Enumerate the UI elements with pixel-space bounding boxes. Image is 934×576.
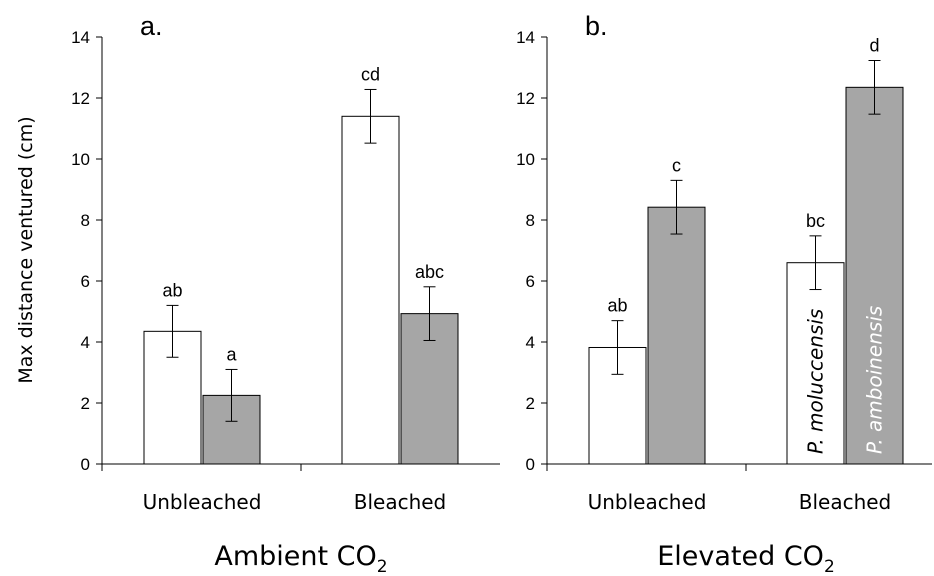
category-label: Unbleached <box>143 490 262 514</box>
category-label: Unbleached <box>588 490 707 514</box>
significance-label: abc <box>415 262 444 282</box>
significance-label: ab <box>607 296 627 316</box>
category-label: Bleached <box>799 490 892 514</box>
y-tick-label: 0 <box>526 455 535 474</box>
y-tick-label: 2 <box>526 394 535 413</box>
series-label: P. amboinensis <box>863 306 887 454</box>
significance-label: d <box>869 35 879 55</box>
significance-label: bc <box>806 211 825 231</box>
group-label: Elevated CO2 <box>657 541 835 576</box>
bar <box>341 115 400 465</box>
y-tick-label: 14 <box>71 28 90 47</box>
y-axis-label: Max distance ventured (cm) <box>15 116 37 383</box>
group-label: Ambient CO2 <box>214 541 387 576</box>
y-tick-label: 12 <box>71 89 90 108</box>
significance-label: ab <box>162 280 182 300</box>
y-tick-label: 8 <box>81 211 90 230</box>
y-tick-label: 10 <box>516 150 535 169</box>
series-label: P. moluccensis <box>804 309 828 454</box>
category-label: Bleached <box>354 490 447 514</box>
panel-label: b. <box>585 11 608 41</box>
y-tick-label: 6 <box>526 272 535 291</box>
y-tick-label: 4 <box>81 333 90 352</box>
bar <box>647 206 706 465</box>
y-tick-label: 14 <box>516 28 535 47</box>
significance-label: cd <box>361 64 380 84</box>
y-tick-label: 10 <box>71 150 90 169</box>
significance-label: c <box>672 155 681 175</box>
significance-label: a <box>226 344 237 364</box>
y-tick-label: 12 <box>516 89 535 108</box>
y-tick-label: 0 <box>81 455 90 474</box>
bar <box>845 86 904 465</box>
y-tick-label: 2 <box>81 394 90 413</box>
y-tick-label: 8 <box>526 211 535 230</box>
y-tick-label: 6 <box>81 272 90 291</box>
panel-1: 0 2 4 6 8 10 12 14 a. Unbleached Bleached Ambient C… <box>71 11 500 576</box>
y-tick-label: 4 <box>526 333 535 352</box>
panel-2: 0 2 4 6 8 10 12 14 b. Unbleached Bleached Elevated … <box>516 11 932 576</box>
panel-label: a. <box>140 11 163 41</box>
